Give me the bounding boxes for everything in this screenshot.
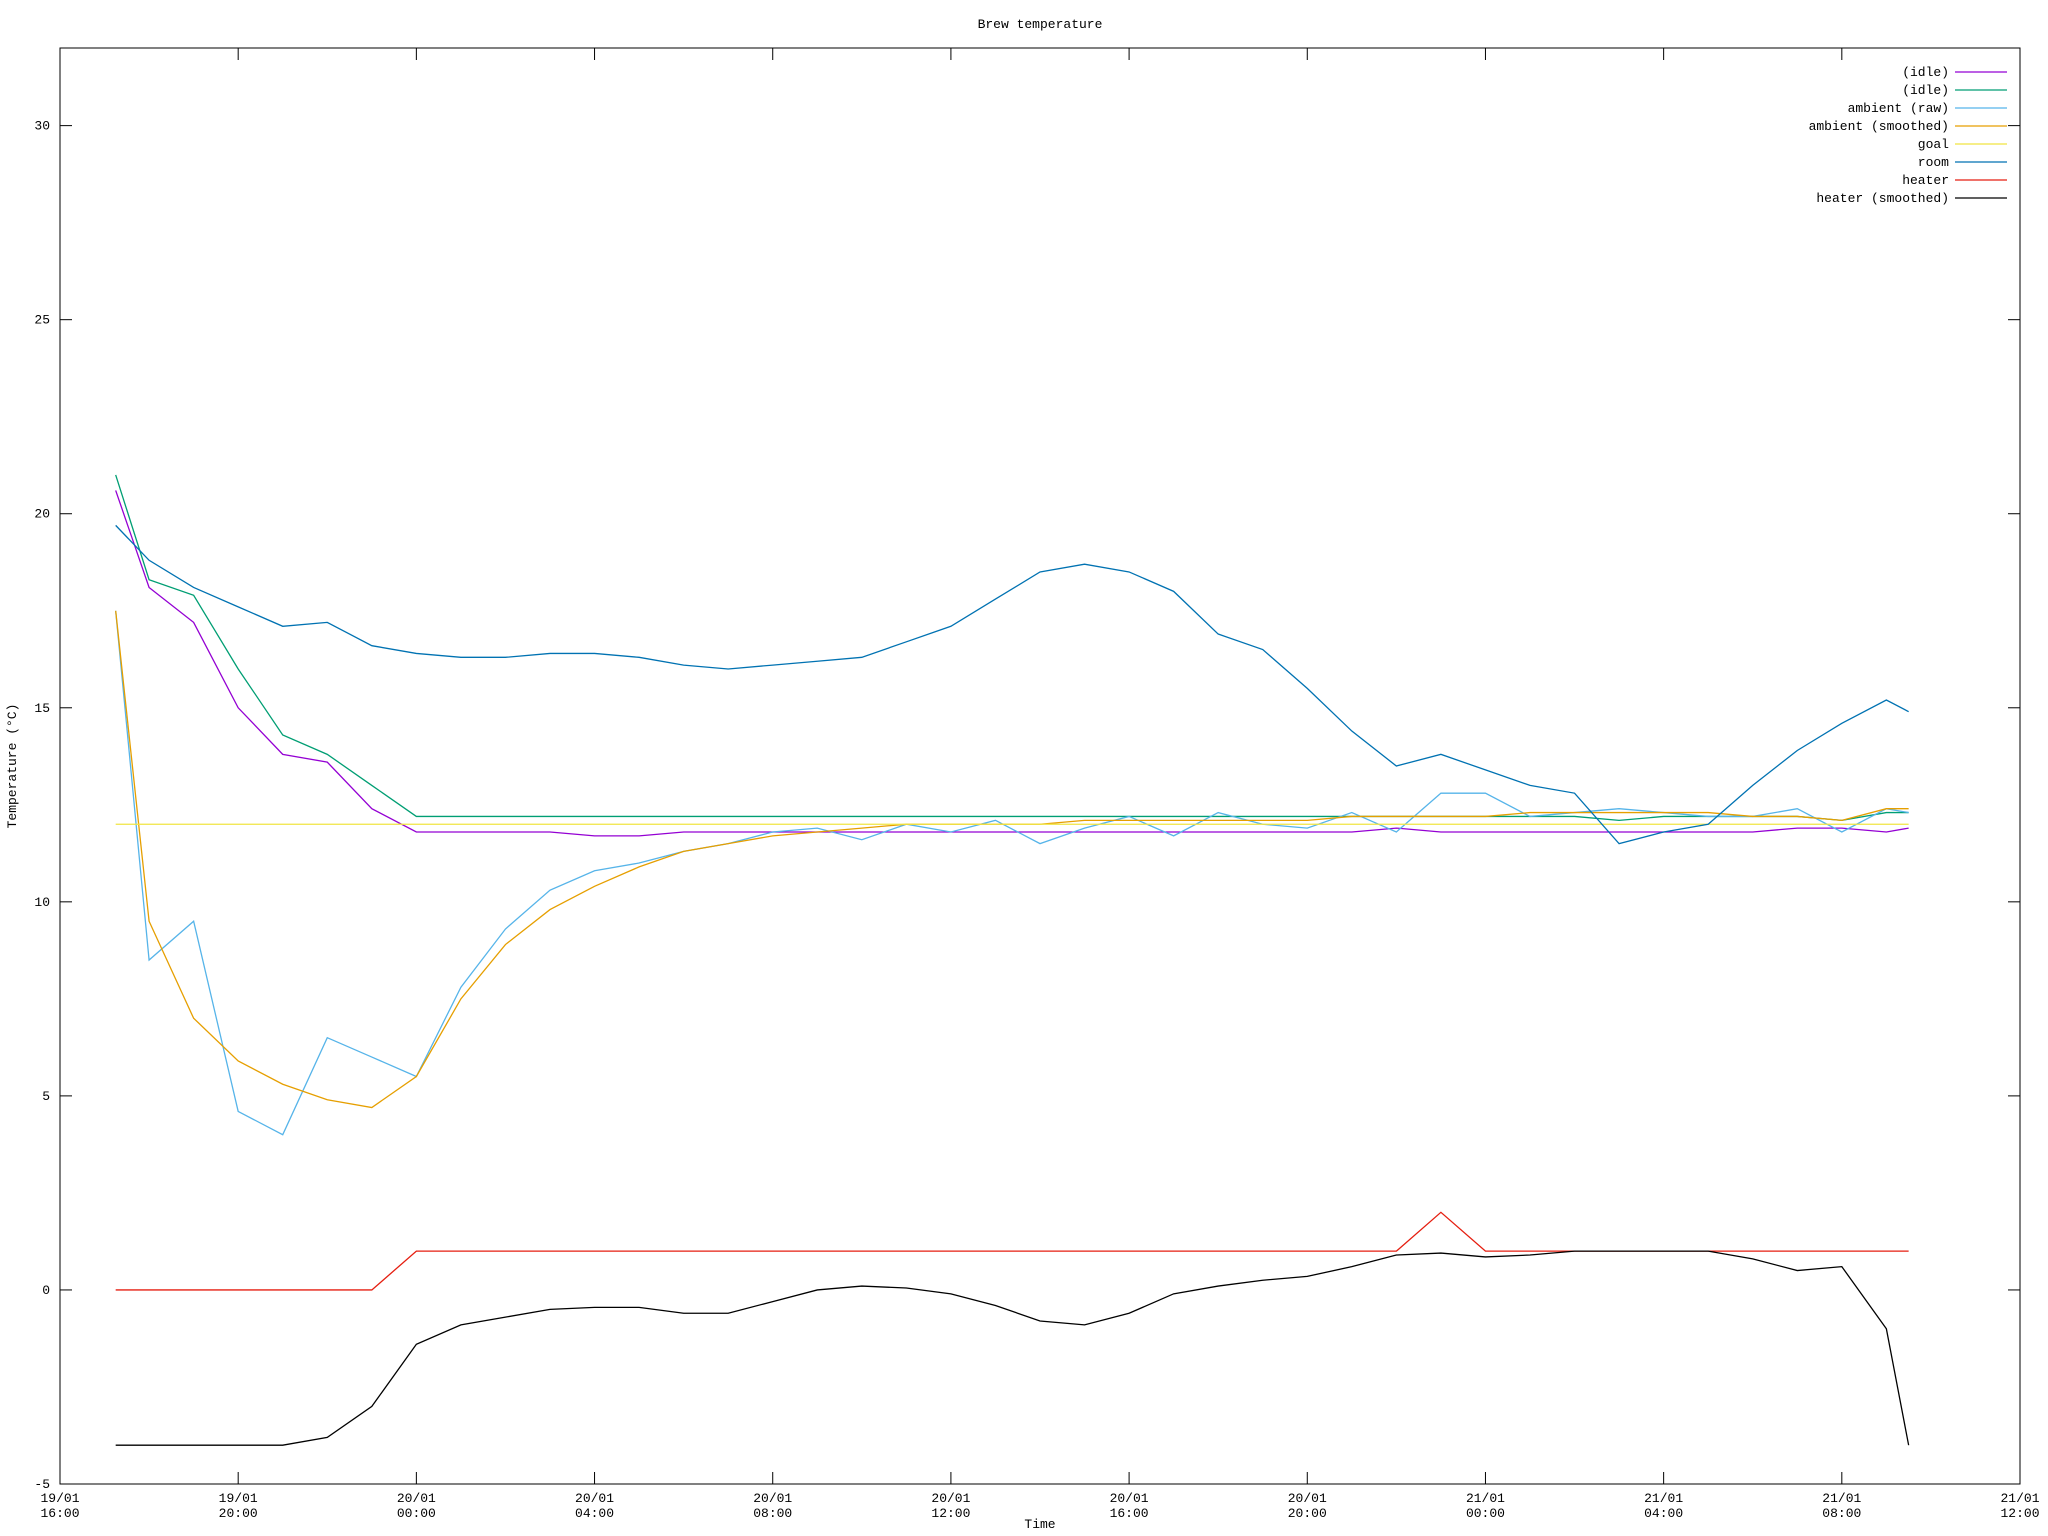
x-tick-label: 20/01 <box>931 1491 970 1506</box>
x-tick-label: 20/01 <box>1110 1491 1149 1506</box>
legend-label: goal <box>1918 137 1949 152</box>
x-tick-label: 19/01 <box>40 1491 79 1506</box>
x-tick-label: 19/01 <box>219 1491 258 1506</box>
x-tick-label: 12:00 <box>931 1506 970 1521</box>
x-tick-label: 20/01 <box>397 1491 436 1506</box>
x-tick-label: 04:00 <box>575 1506 614 1521</box>
x-tick-label: 12:00 <box>2000 1506 2039 1521</box>
series-line <box>115 474 1909 821</box>
y-tick-label: 10 <box>34 895 50 910</box>
x-tick-label: 16:00 <box>40 1506 79 1521</box>
x-tick-label: 20/01 <box>1288 1491 1327 1506</box>
x-tick-label: 20/01 <box>753 1491 792 1506</box>
x-tick-label: 21/01 <box>2000 1491 2039 1506</box>
legend-label: (idle) <box>1902 65 1949 80</box>
y-axis-label: Temperature (°C) <box>5 704 20 829</box>
y-tick-label: 30 <box>34 119 50 134</box>
legend-label: heater <box>1902 173 1949 188</box>
legend-label: ambient (smoothed) <box>1809 119 1949 134</box>
y-tick-label: 15 <box>34 701 50 716</box>
y-tick-label: 0 <box>42 1283 50 1298</box>
series-line <box>115 524 1909 845</box>
series-line <box>115 1250 1910 1446</box>
x-tick-label: 08:00 <box>753 1506 792 1521</box>
y-tick-label: 20 <box>34 507 50 522</box>
x-tick-label: 21/01 <box>1644 1491 1683 1506</box>
x-tick-label: 08:00 <box>1822 1506 1861 1521</box>
x-tick-label: 20:00 <box>1288 1506 1327 1521</box>
y-tick-label: 25 <box>34 313 50 328</box>
x-tick-label: 21/01 <box>1466 1491 1505 1506</box>
y-tick-label: 5 <box>42 1089 50 1104</box>
y-tick-label: -5 <box>34 1477 50 1492</box>
x-tick-label: 00:00 <box>397 1506 436 1521</box>
x-tick-label: 16:00 <box>1110 1506 1149 1521</box>
x-tick-label: 04:00 <box>1644 1506 1683 1521</box>
plot-border <box>59 47 2021 1485</box>
x-tick-label: 21/01 <box>1822 1491 1861 1506</box>
legend-label: room <box>1918 155 1949 170</box>
x-tick-label: 00:00 <box>1466 1506 1505 1521</box>
legend-label: (idle) <box>1902 83 1949 98</box>
series-line <box>115 610 1909 1136</box>
x-tick-label: 20:00 <box>219 1506 258 1521</box>
legend-label: ambient (raw) <box>1848 101 1949 116</box>
x-axis-label: Time <box>1024 1517 1055 1532</box>
chart-title: Brew temperature <box>978 17 1103 32</box>
x-tick-label: 20/01 <box>575 1491 614 1506</box>
legend-label: heater (smoothed) <box>1816 191 1949 206</box>
